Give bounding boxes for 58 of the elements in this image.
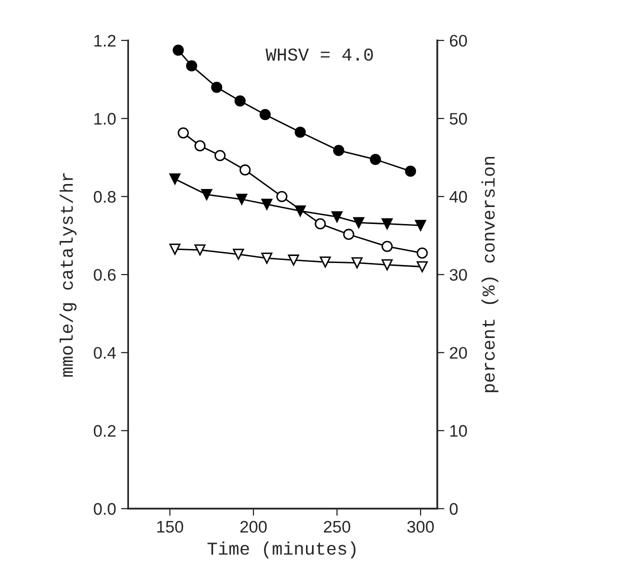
y2-axis-title: percent (%) conversion: [481, 156, 498, 392]
x-tick-label: 300: [407, 520, 434, 533]
point: [211, 82, 222, 93]
point: [382, 259, 393, 270]
x-tick-label: 200: [240, 520, 267, 533]
point: [314, 218, 326, 230]
point: [320, 256, 331, 268]
point: [169, 173, 180, 185]
point: [276, 190, 288, 202]
y2-tick-label: 60: [450, 34, 467, 47]
point: [331, 211, 343, 222]
x-tick-label: 250: [324, 520, 350, 533]
point: [172, 44, 184, 56]
point: [404, 166, 416, 177]
point: [382, 218, 393, 230]
point: [194, 244, 206, 256]
point: [382, 240, 393, 252]
y2-tick-label: 30: [450, 268, 467, 281]
point: [240, 164, 251, 176]
y-tick-label: 0.4: [94, 346, 116, 359]
y-tick-label: 0.6: [94, 268, 116, 281]
y2-tick-label: 0: [450, 503, 458, 515]
annotation: WHSV = 4.0: [266, 48, 373, 61]
x-axis-title: Time (minutes): [208, 542, 356, 558]
point: [288, 254, 300, 266]
point: [333, 144, 344, 156]
point: [236, 194, 248, 205]
y-tick-label: 1.2: [94, 34, 116, 46]
point: [294, 205, 306, 217]
y2-tick-label: 40: [449, 190, 467, 203]
point: [352, 257, 363, 268]
point: [294, 126, 306, 138]
point: [234, 95, 246, 106]
point: [260, 109, 271, 120]
y2-tick-label: 50: [450, 112, 467, 125]
y-tick-label: 1.0: [94, 112, 116, 125]
point: [370, 154, 381, 166]
point: [261, 252, 272, 264]
point: [232, 248, 244, 260]
point: [201, 189, 212, 200]
point: [169, 244, 180, 255]
point: [415, 220, 426, 231]
y2-tick-label: 10: [450, 425, 467, 437]
point: [214, 150, 226, 162]
y-tick-label: 0.0: [94, 503, 116, 515]
y-axis-title: mmole/g catalyst/hr: [60, 173, 76, 377]
point: [416, 248, 428, 259]
point: [343, 228, 354, 240]
point: [353, 217, 364, 228]
point: [178, 127, 189, 138]
point: [186, 60, 198, 72]
y-tick-label: 0.2: [94, 425, 116, 437]
y2-tick-label: 20: [450, 346, 467, 359]
y-tick-label: 0.8: [94, 190, 116, 203]
point: [416, 261, 428, 272]
point: [194, 140, 206, 152]
x-tick-label: 150: [157, 520, 184, 533]
point: [261, 198, 272, 210]
